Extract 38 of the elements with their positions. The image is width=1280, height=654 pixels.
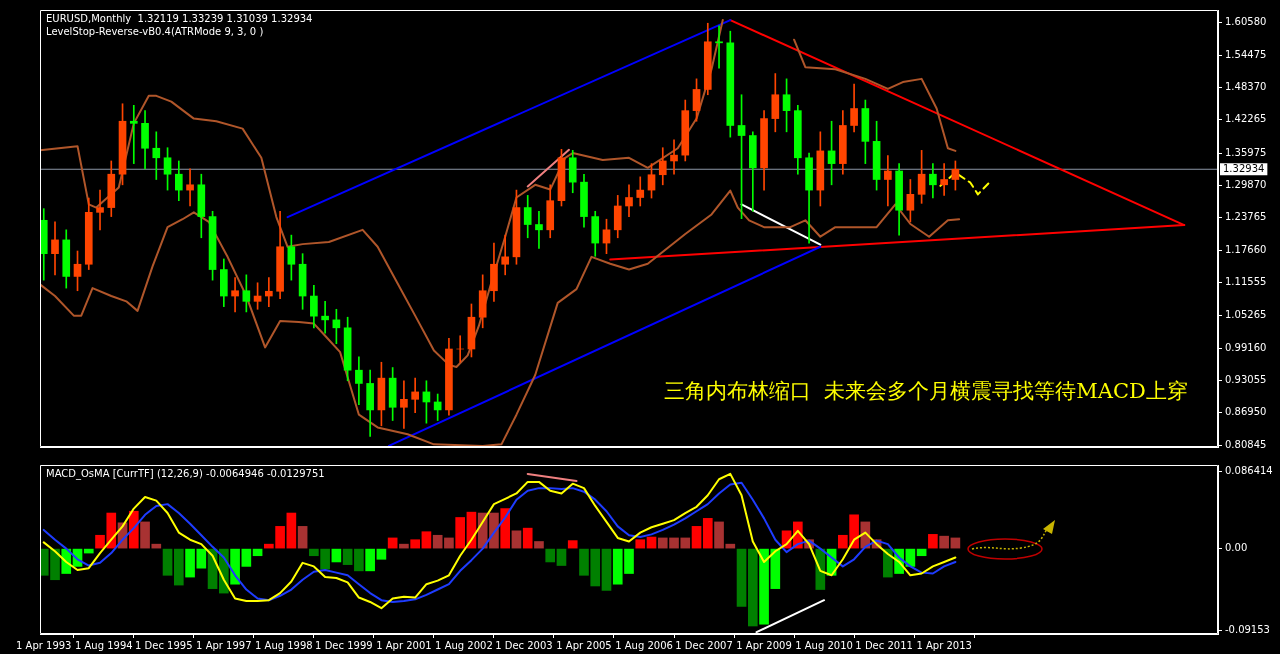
x-tick-label: 1 Apr 1993 (16, 639, 72, 651)
x-tick-label: 1 Dec 1999 (315, 639, 373, 651)
x-tick-label: 1 Apr 2009 (736, 639, 792, 651)
x-tick-label: 1 Dec 2011 (855, 639, 913, 651)
y-tick-label: 1.11555 (1225, 276, 1267, 288)
y-tick-label: 1.35975 (1225, 146, 1267, 158)
x-tick-label: 1 Aug 1998 (255, 639, 313, 651)
x-tick-label: 1 Dec 2007 (675, 639, 733, 651)
text: LevelStop-Reverse-vB0.4(ATRMode 9, 3, 0 ) (46, 25, 264, 38)
ref-line-label: 1.32934 (1223, 162, 1265, 174)
y-tick-label: -0.09153 (1225, 623, 1270, 635)
x-tick-label: 1 Dec 1995 (135, 639, 193, 651)
chart-title: EURUSD,Monthly 1.32119 1.33239 1.31039 1.32934 (46, 12, 313, 25)
y-tick-label: 0.99160 (1225, 341, 1267, 353)
y-tick-label: 1.17660 (1225, 243, 1267, 255)
x-tick-label: 1 Aug 2006 (615, 639, 673, 651)
x-tick-label: 1 Aug 1994 (74, 639, 133, 651)
y-tick-label: 1.23765 (1225, 211, 1267, 223)
y-tick-label: 0.86950 (1225, 406, 1267, 418)
y-tick-label: 0.80845 (1225, 438, 1267, 450)
chart-title: MACD_OsMA [CurrTF] (12,26,9) -0.0064946 -0.0129751 (46, 467, 325, 480)
y-tick-label: 0.086414 (1225, 465, 1273, 477)
y-tick-label: 0.00 (1225, 542, 1248, 554)
y-tick-label: 1.05265 (1225, 309, 1267, 321)
y-tick-label: 1.54475 (1225, 48, 1267, 60)
y-tick-label: 1.29870 (1225, 179, 1267, 191)
x-tick-label: 1 Apr 2001 (376, 639, 432, 651)
y-tick-label: 1.48370 (1225, 81, 1267, 93)
x-tick-label: 1 Dec 2003 (495, 639, 553, 651)
y-tick-label: 1.60580 (1225, 16, 1267, 28)
x-tick-label: 1 Aug 2002 (435, 639, 493, 651)
x-tick-label: 1 Apr 2013 (916, 639, 972, 651)
y-tick-label: 0.93055 (1225, 374, 1267, 386)
x-tick-label: 1 Apr 1997 (196, 639, 252, 651)
x-tick-label: 1 Apr 2005 (556, 639, 612, 651)
annotation: 三角内布林缩口 未来会多个月横震寻找等待MACD上穿 (664, 378, 1188, 405)
x-tick-label: 1 Aug 2010 (795, 639, 853, 651)
y-tick-label: 1.42265 (1225, 113, 1267, 125)
